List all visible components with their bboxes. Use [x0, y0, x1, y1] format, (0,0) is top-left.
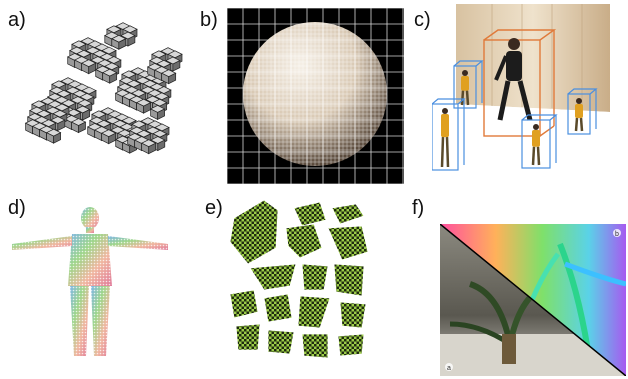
- panel-label-f: f): [412, 197, 425, 219]
- person-center: [494, 38, 533, 121]
- bounding-box-person: [453, 60, 484, 109]
- flow-corner-mark-b: b: [615, 231, 619, 238]
- voxel-model-panel: [14, 8, 194, 184]
- flow-comparison-image: b a: [440, 224, 626, 376]
- pose-scene-panel: [432, 4, 610, 180]
- uv-chart: [229, 289, 259, 319]
- panel-label-c: c): [414, 9, 431, 31]
- pose-scene-image: [432, 4, 610, 180]
- uv-chart: [263, 293, 293, 323]
- uv-chart: [297, 295, 331, 329]
- panel-label-e: e): [205, 197, 223, 219]
- uv-chart: [339, 301, 367, 329]
- flow-corner-mark-a: a: [447, 365, 451, 372]
- uv-chart: [327, 225, 369, 261]
- uv-chart: [267, 329, 295, 355]
- uv-chart: [337, 333, 365, 357]
- uv-chart: [301, 333, 329, 359]
- quadtree-image: [227, 8, 404, 184]
- uv-chart: [235, 323, 261, 351]
- uv-chart: [301, 263, 329, 291]
- uv-atlas-image: [229, 199, 369, 359]
- uv-atlas-panel: [224, 194, 406, 376]
- panel-label-a: a): [8, 9, 26, 31]
- bounding-box-person: [567, 88, 598, 135]
- human-pointcloud-panel: [0, 196, 180, 376]
- panel-label-d: d): [8, 197, 26, 219]
- quadtree-panel: [227, 8, 404, 184]
- uv-chart: [333, 263, 365, 297]
- bounding-box-person: [521, 114, 558, 169]
- human-pointcloud-image: [12, 207, 168, 356]
- panel-label-b: b): [200, 9, 218, 31]
- voxel-model-image: [24, 22, 183, 155]
- uv-chart: [229, 199, 279, 265]
- uv-chart: [331, 203, 365, 225]
- uv-chart: [293, 201, 327, 227]
- flow-comparison-panel: b a: [440, 224, 626, 376]
- bounding-box-person: [432, 98, 466, 171]
- uv-chart: [249, 263, 297, 291]
- uv-chart: [285, 223, 323, 259]
